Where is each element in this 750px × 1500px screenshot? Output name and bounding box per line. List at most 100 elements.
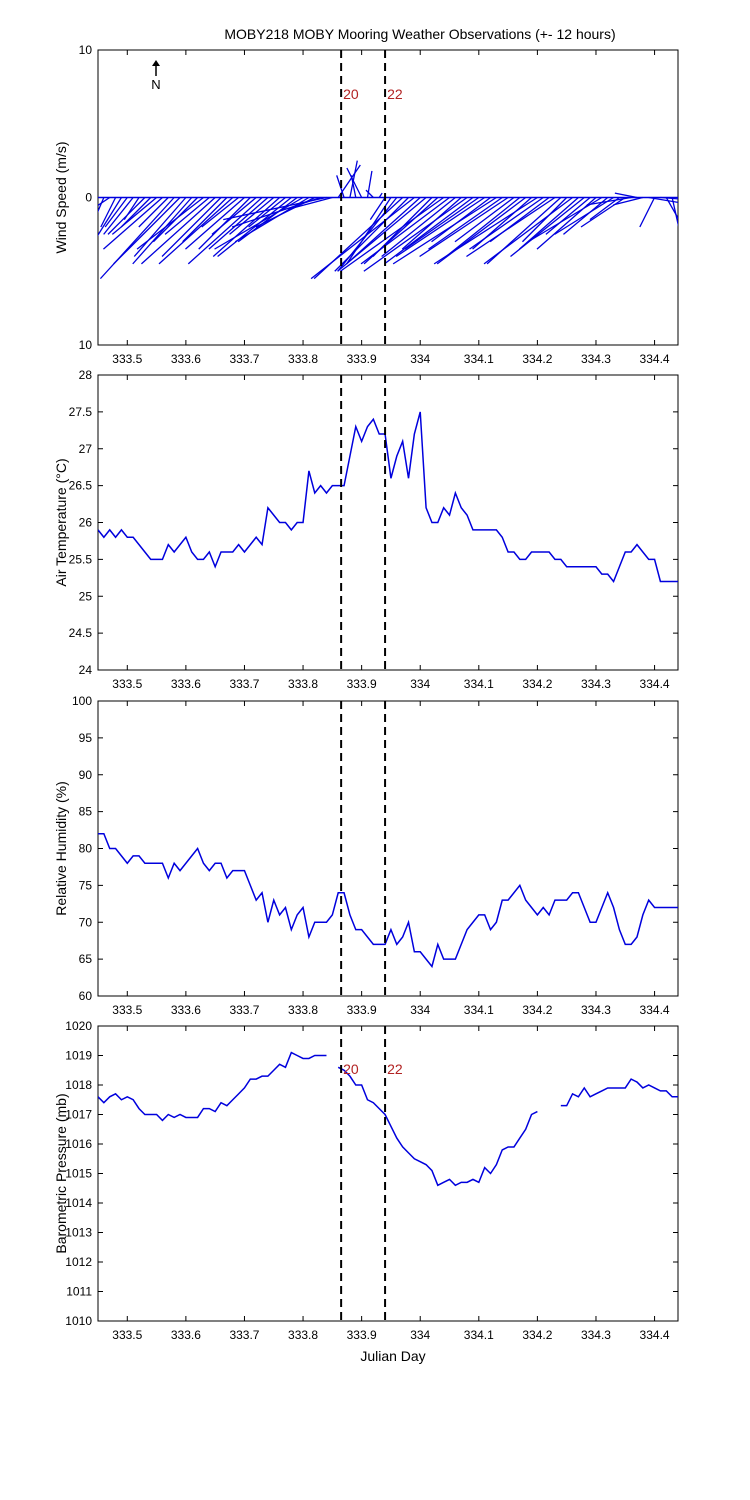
x-tick-label: 333.7: [229, 1328, 259, 1342]
wind-vector: [136, 196, 204, 250]
wind-vector: [113, 197, 181, 265]
axes-frame: [97, 374, 679, 671]
y-tick-label: 28: [79, 368, 93, 382]
y-tick-label: 27: [79, 442, 93, 456]
y-tick-label: 1015: [65, 1167, 92, 1181]
wind-vector: [164, 197, 210, 235]
event-marker-label: 22: [387, 86, 403, 102]
x-tick-label: 334: [410, 1003, 430, 1017]
panel-1: 10 0 10 333.5 333.6 333.7 333.8 333.9 334 334.1 33…: [53, 43, 679, 366]
x-tick-label: 333.9: [347, 352, 377, 366]
figure-title: MOBY218 MOBY Mooring Weather Observation…: [224, 26, 615, 42]
wind-vector: [208, 197, 269, 250]
wind-vector: [346, 167, 363, 198]
x-tick-label: 333.5: [112, 352, 142, 366]
wind-vector: [545, 197, 591, 235]
y-tick-label: 1020: [65, 1019, 92, 1033]
wind-vector: [392, 196, 497, 265]
plot-area: [98, 160, 678, 280]
x-tick-label: 333.6: [171, 352, 201, 366]
y-tick-label: 1013: [65, 1226, 92, 1240]
x-axis-label: Julian Day: [360, 1348, 425, 1364]
y-tick-label: 1017: [65, 1108, 92, 1122]
wind-vector: [340, 196, 445, 272]
wind-vector: [98, 197, 122, 237]
y-tick-label: 25: [79, 589, 93, 603]
x-tick-label: 333.7: [229, 677, 259, 691]
x-tick-label: 334.3: [581, 677, 611, 691]
x-tick-label: 334.4: [640, 1328, 670, 1342]
wind-vector: [223, 196, 327, 221]
y-tick-label: 75: [79, 878, 93, 892]
x-tick-label: 334.1: [464, 352, 494, 366]
x-tick-label: 333.7: [229, 352, 259, 366]
wind-vector: [445, 196, 521, 258]
wind-vector: [140, 197, 216, 265]
wind-vector: [586, 196, 632, 206]
y-tick-label: 1010: [65, 1314, 92, 1328]
y-tick-label: 0: [85, 191, 92, 205]
y-tick-label: 24: [79, 663, 93, 677]
wind-vector: [132, 197, 193, 265]
x-tick-label: 333.7: [229, 1003, 259, 1017]
wind-vector: [103, 197, 163, 250]
x-tick-label: 333.8: [288, 1003, 318, 1017]
y-tick-label: 70: [79, 915, 93, 929]
wind-vector: [365, 189, 374, 198]
y-tick-label: 90: [79, 768, 93, 782]
wind-vector: [182, 197, 228, 243]
wind-vector: [229, 197, 275, 235]
wind-vector: [138, 197, 169, 228]
x-tick-label: 334: [410, 677, 430, 691]
wind-vector: [428, 196, 503, 250]
x-tick-label: 333.8: [288, 1328, 318, 1342]
wind-vector: [510, 196, 585, 258]
panel-2: 24 24.5 25 25.5 26 26.5 27 27.5 28 333.5 333.6 333.…: [53, 368, 679, 691]
wind-vector: [536, 197, 597, 250]
y-tick-label: 60: [79, 989, 93, 1003]
wind-vector: [378, 192, 383, 198]
wind-vector: [334, 197, 409, 272]
plot-area: [98, 833, 678, 969]
y-tick-label: 1019: [65, 1049, 92, 1063]
wind-vector: [384, 196, 474, 265]
event-marker-label: 20: [343, 1061, 359, 1077]
north-arrow-head-icon: [152, 60, 160, 66]
y-tick-label: 26: [79, 516, 93, 530]
x-tick-label: 333.9: [347, 677, 377, 691]
wind-vector: [111, 197, 158, 235]
x-tick-label: 333.8: [288, 352, 318, 366]
y-tick-label: 80: [79, 842, 93, 856]
panel-3: 60 65 70 75 80 85 90 95 100 333.5 333.6 333.7 333.8 3…: [53, 694, 679, 1017]
x-tick-label: 334.2: [522, 677, 552, 691]
x-tick-label: 334.3: [581, 1328, 611, 1342]
wind-vector: [639, 197, 656, 228]
event-marker-label: 22: [387, 1061, 403, 1077]
y-tick-label: 1012: [65, 1255, 92, 1269]
wind-vector: [107, 197, 146, 235]
x-tick-label: 334.4: [640, 677, 670, 691]
x-tick-label: 333.6: [171, 1003, 201, 1017]
x-tick-label: 333.8: [288, 677, 318, 691]
x-tick-label: 333.9: [347, 1003, 377, 1017]
wind-vector: [99, 197, 175, 280]
y-tick-label: 10: [79, 338, 93, 352]
series-line: [98, 411, 678, 583]
y-tick-label: 10: [79, 43, 93, 57]
wind-vector: [349, 160, 358, 198]
x-tick-label: 334: [410, 352, 430, 366]
y-tick-label: 24.5: [69, 626, 93, 640]
panel-4: 1010 1011 1012 1013 1014 1015 1016 1017 1018 1019…: [53, 1019, 679, 1342]
y-tick-label: 27.5: [69, 405, 93, 419]
axes-frame: [97, 700, 679, 997]
wind-vector: [212, 197, 281, 257]
y-tick-label: 1011: [66, 1285, 92, 1299]
wind-vector: [395, 196, 486, 258]
series-line: [98, 1051, 678, 1187]
wind-vector: [363, 196, 468, 272]
wind-vector: [287, 196, 333, 210]
x-tick-label: 334.3: [581, 1003, 611, 1017]
y-tick-label: 85: [79, 805, 93, 819]
y-tick-label: 95: [79, 731, 93, 745]
